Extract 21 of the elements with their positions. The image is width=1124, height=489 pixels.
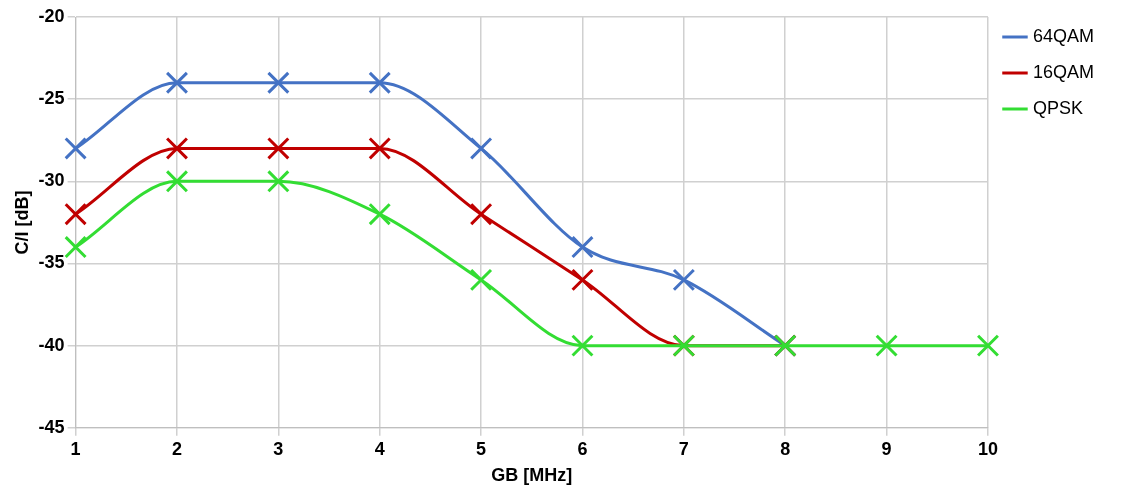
x-tick-label: 2 — [171, 438, 182, 459]
x-tick-label: 9 — [881, 438, 892, 459]
x-axis-title: GB [MHz] — [491, 465, 573, 486]
y-tick-label: -35 — [38, 252, 65, 273]
y-tick-label: -20 — [38, 5, 65, 26]
x-tick-label: 5 — [476, 438, 487, 459]
x-tick-label: 7 — [678, 438, 689, 459]
legend-label: 16QAM — [1032, 61, 1095, 82]
legend-label: 64QAM — [1032, 25, 1095, 46]
y-tick-label: -45 — [38, 416, 65, 437]
y-axis-title: C/I [dB] — [11, 190, 32, 255]
y-tick-label: -40 — [38, 334, 65, 355]
y-tick-label: -30 — [38, 170, 65, 191]
x-tick-label: 1 — [70, 438, 81, 459]
legend-label: QPSK — [1032, 97, 1084, 118]
x-tick-label: 3 — [273, 438, 284, 459]
x-tick-label: 4 — [374, 438, 385, 459]
x-tick-label: 10 — [977, 438, 998, 459]
y-tick-label: -25 — [38, 88, 65, 109]
x-tick-label: 6 — [577, 438, 588, 459]
x-tick-label: 8 — [780, 438, 791, 459]
